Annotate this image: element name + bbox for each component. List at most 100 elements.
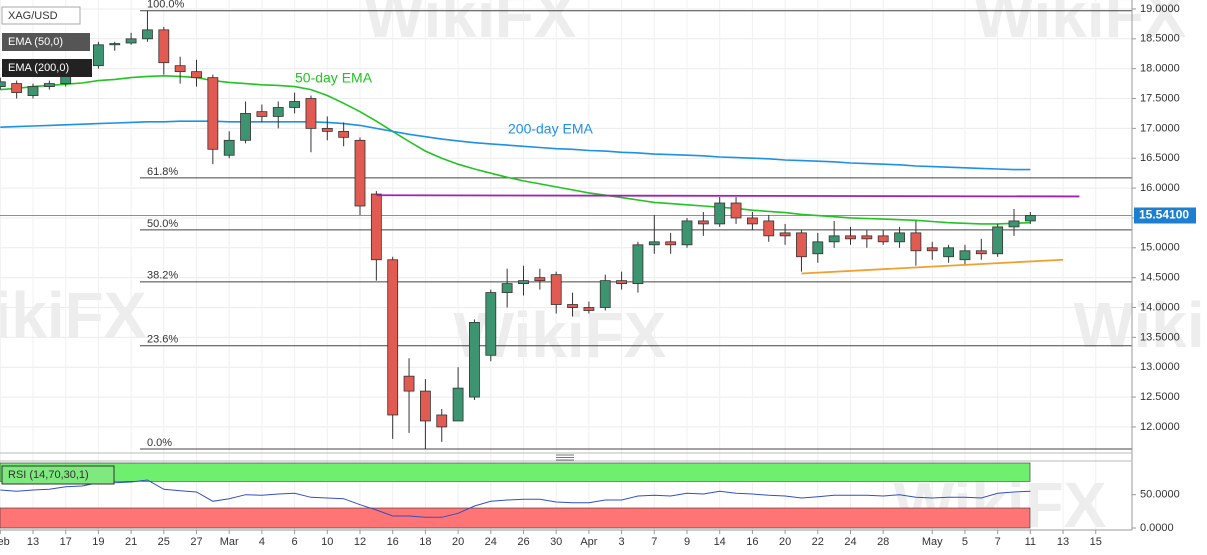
candle-body <box>534 277 546 282</box>
legend-box <box>2 59 92 77</box>
trendline <box>801 258 1064 275</box>
x-tick-label: 16 <box>387 536 399 548</box>
x-tick-label: 26 <box>517 536 529 548</box>
candle-body <box>812 241 824 255</box>
y-tick-label: 16.0000 <box>1140 182 1180 194</box>
candle-body <box>207 77 219 150</box>
candle-body <box>354 139 366 207</box>
candle-body <box>485 292 497 356</box>
y-tick-label: 12.5000 <box>1140 391 1180 403</box>
y-tick-label: 15.0000 <box>1140 242 1180 254</box>
fib-label: 0.0% <box>147 437 172 449</box>
x-tick-label: Mar <box>220 536 239 548</box>
candle-body <box>714 202 726 225</box>
y-tick-label: 14.0000 <box>1140 301 1180 313</box>
x-tick-label: 30 <box>550 536 562 548</box>
candle-body <box>125 38 137 44</box>
candle-body <box>419 390 431 422</box>
trendline <box>376 194 1080 198</box>
candle-body <box>861 235 873 240</box>
watermark: WikiFX <box>0 279 147 351</box>
candle-body <box>109 43 121 46</box>
x-tick-label: 11 <box>1025 536 1036 548</box>
resize-handle[interactable] <box>556 454 574 461</box>
candle-body <box>0 81 6 87</box>
x-tick-label: 3 <box>619 536 625 548</box>
candle-body <box>681 220 693 246</box>
y-tick-label: 0.0000 <box>1140 522 1174 534</box>
x-tick-label: 24 <box>485 536 497 548</box>
candle-body <box>191 71 202 79</box>
overbought-zone <box>0 462 1031 482</box>
candle-body <box>747 217 758 225</box>
candle-body <box>305 98 317 129</box>
x-tick-label: 22 <box>812 536 824 548</box>
candle-body <box>43 83 55 87</box>
candle-body <box>845 235 856 240</box>
candle-body <box>779 232 791 237</box>
candle-body <box>599 280 611 308</box>
plot: 100.0% 61.8% 50.0% 38.2% 23.6% 0.0% <box>0 0 1132 529</box>
candle-body <box>550 274 562 305</box>
candle-body <box>452 387 464 422</box>
candle-body <box>730 202 742 219</box>
candle-body <box>518 280 529 285</box>
candle-body <box>959 250 971 261</box>
candle-body <box>321 127 333 132</box>
x-tick-label: 12 <box>354 536 366 548</box>
x-tick-label: 6 <box>292 536 298 548</box>
candle-body <box>223 139 235 156</box>
x-tick-label: 20 <box>779 536 791 548</box>
ema-line <box>0 74 1031 225</box>
x-tick-label: 7 <box>995 536 1001 548</box>
candle-body <box>93 44 104 67</box>
x-tick-label: 5 <box>962 536 968 548</box>
y-tick-label: 17.5000 <box>1140 92 1180 104</box>
candle-body <box>240 113 251 141</box>
candle-body <box>828 235 840 243</box>
x-tick-label: 17 <box>60 536 72 548</box>
candle-body <box>567 304 578 308</box>
legend-box <box>1 6 81 25</box>
grid <box>0 0 1132 530</box>
candle-body <box>992 226 1004 255</box>
candle-body <box>943 247 954 258</box>
last-price-label: 15.54100 <box>1139 208 1189 222</box>
candle-body <box>616 280 627 285</box>
x-tick-label: 7 <box>651 536 657 548</box>
candle-body <box>648 241 660 246</box>
fib-label: 50.0% <box>147 218 178 230</box>
watermark: WikiFX <box>364 0 577 51</box>
y-tick-label: 18.5000 <box>1140 33 1180 45</box>
x-tick-label: 13 <box>27 536 39 548</box>
candle-body <box>697 220 709 225</box>
legend-entry: EMA (50,0) <box>8 36 63 48</box>
x-tick-label: 19 <box>92 536 104 548</box>
candle-body <box>665 241 677 246</box>
legend-entry: EMA (200,0) <box>8 62 69 74</box>
x-tick-label: 21 <box>125 536 137 548</box>
y-tick-label: 12.0000 <box>1140 421 1180 433</box>
y-tick-label: 50.0000 <box>1140 489 1180 501</box>
fib-label: 38.2% <box>147 270 178 282</box>
x-tick-label: 18 <box>419 536 431 548</box>
candle-body <box>403 375 415 392</box>
candle-body <box>272 107 284 117</box>
candle-body <box>158 29 170 64</box>
y-tick-label: 16.5000 <box>1140 152 1180 164</box>
watermark: WikiFX <box>1074 289 1207 361</box>
candle-body <box>1008 220 1020 228</box>
x-tick-label: 9 <box>684 536 690 548</box>
candle-body <box>632 244 644 285</box>
x-tick-label: Apr <box>580 536 597 548</box>
candle-body <box>469 322 480 398</box>
x-tick-label: 25 <box>158 536 170 548</box>
x-tick-label: 20 <box>452 536 464 548</box>
candle-body <box>387 259 399 416</box>
indicator-label: RSI (14,70,30,1) <box>8 469 89 481</box>
candle-body <box>142 29 153 40</box>
candle-body <box>894 232 905 243</box>
x-tick-label: 4 <box>259 536 265 548</box>
x-tick-label: 13 <box>1057 536 1069 548</box>
